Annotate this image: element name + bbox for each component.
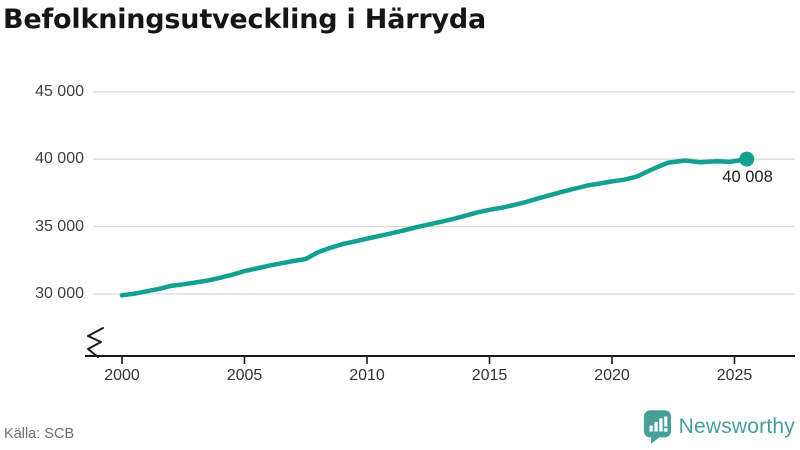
x-tick-label: 2025 [716,367,753,384]
y-tick-label: 30 000 [35,285,84,302]
line-endpoint-dot [739,151,755,167]
newsworthy-wordmark: Newsworthy [678,414,795,438]
y-tick-label: 40 000 [35,150,84,168]
endpoint-value-label: 40 008 [722,168,773,187]
y-tick-label: 45 000 [35,82,84,100]
y-axis-break-icon [87,327,104,358]
x-tick-label: 2000 [104,367,140,384]
chart-title: Befolkningsutveckling i Härryda [3,4,487,35]
newsworthy-logo-icon [643,410,671,444]
x-tick-label: 2015 [471,367,508,384]
x-tick-label: 2005 [226,367,263,384]
x-tick-label: 2020 [594,367,630,384]
gridlines [93,91,795,295]
source-note: Källa: SCB [4,426,75,442]
x-axis [85,355,795,364]
population-line-series [119,156,750,298]
y-tick-label: 35 000 [35,217,84,235]
newsworthy-brand[interactable]: Newsworthy [643,409,795,444]
x-tick-label: 2010 [349,367,385,384]
